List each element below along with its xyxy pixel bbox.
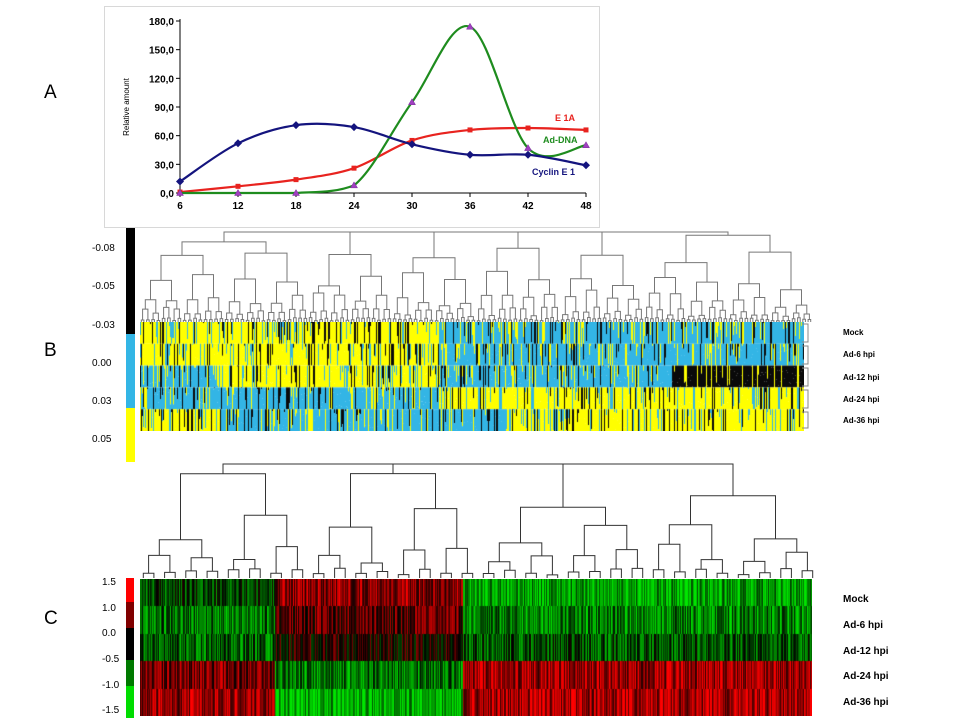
heatmap-b-scale-tick: -0.08 (92, 243, 115, 254)
x-tick-label: 18 (290, 201, 302, 212)
panel-label-c: C (44, 608, 58, 629)
data-point (408, 140, 416, 149)
heatmap-b-row-label: Ad-12 hpi (843, 373, 880, 382)
heatmap-b-scale-tick: 0.00 (92, 358, 112, 369)
heatmap-c-dendrogram (142, 463, 814, 578)
heatmap-c-scale-tick: 1.0 (102, 603, 116, 614)
panel-label-a: A (44, 82, 57, 103)
data-point (466, 150, 474, 159)
data-point (292, 121, 300, 130)
dendrogram-branches (140, 231, 812, 322)
data-point (234, 189, 242, 196)
heatmap-c-scale-tick: -1.0 (102, 680, 120, 691)
series-label: Cyclin E 1 (532, 167, 575, 177)
data-point (234, 139, 242, 148)
heatmap-c-row-label: Ad-24 hpi (843, 671, 889, 682)
data-point (582, 141, 590, 148)
x-tick-label: 48 (580, 201, 592, 212)
line-chart: 0,0 30,0 60,0 90,0 120,0 150,0 180,0 6 12 18 24 30 3… (104, 6, 600, 228)
series-label: E 1A (555, 113, 576, 123)
series-line (179, 122, 587, 183)
data-point (524, 150, 532, 159)
y-tick-label: 150,0 (149, 46, 174, 57)
heatmap-c-cells (140, 579, 812, 716)
heatmap-c-scale-tick: 0.0 (102, 628, 116, 639)
heatmap-b-dendrogram (140, 231, 812, 322)
heatmap-b-row-label: Ad-6 hpi (843, 350, 875, 359)
y-tick-label: 180,0 (149, 17, 174, 28)
series-label: Ad-DNA (543, 135, 578, 145)
heatmap-b-colorbar (126, 228, 135, 462)
data-point (293, 177, 299, 183)
panel-label-b: B (44, 340, 57, 361)
y-tick-label: 0,0 (160, 189, 174, 200)
heatmap-c-row-label: Mock (843, 594, 869, 605)
y-tick-label: 30,0 (155, 160, 175, 171)
x-tick-label: 42 (522, 201, 534, 212)
heatmap-b-row-label: Ad-36 hpi (843, 416, 880, 425)
data-point (351, 165, 357, 171)
series-line (179, 126, 587, 194)
data-point (292, 189, 300, 196)
y-tick-label: 60,0 (155, 132, 175, 143)
heatmap-b-cells (140, 322, 804, 431)
heatmap-c-scale-tick: -1.5 (102, 705, 120, 716)
heatmap-c-scale-tick: -0.5 (102, 654, 120, 665)
series-line (180, 25, 587, 195)
heatmap-b-scale-tick: -0.03 (92, 320, 115, 331)
x-tick-label: 36 (464, 201, 476, 212)
heatmap-b-scale-tick: 0.05 (92, 434, 112, 445)
heatmap-b-scale-tick: 0.03 (92, 396, 112, 407)
data-point (235, 183, 241, 189)
data-point (467, 127, 473, 133)
x-tick-label: 30 (406, 201, 418, 212)
data-point (408, 98, 416, 105)
data-point (176, 189, 184, 196)
heatmap-c-scale-tick: 1.5 (102, 577, 116, 588)
data-point (350, 181, 358, 189)
dendrogram-branches (142, 463, 814, 578)
x-tick-label: 6 (177, 201, 183, 212)
heatmap-c-colorbar (126, 578, 134, 718)
x-tick-label: 12 (232, 201, 244, 212)
heatmap-c-row-label: Ad-36 hpi (843, 697, 889, 708)
heatmap-c-row-label: Ad-12 hpi (843, 646, 889, 657)
data-point (350, 123, 358, 132)
heatmap-c-row-label: Ad-6 hpi (843, 620, 883, 631)
data-point (466, 22, 474, 30)
heatmap-b-scale-tick: -0.05 (92, 281, 115, 292)
heatmap-b-row-label: Mock (843, 328, 864, 337)
heatmap-b-row-brackets (802, 323, 809, 429)
data-point (524, 144, 532, 151)
data-point (582, 161, 590, 170)
y-axis-label: Relative amount (122, 77, 131, 136)
heatmap-b-row-label: Ad-24 hpi (843, 395, 880, 404)
data-point (525, 125, 531, 131)
y-tick-label: 120,0 (149, 74, 174, 85)
x-tick-label: 24 (348, 201, 360, 212)
y-tick-label: 90,0 (155, 103, 175, 114)
data-point (176, 177, 184, 186)
data-point (583, 127, 589, 133)
